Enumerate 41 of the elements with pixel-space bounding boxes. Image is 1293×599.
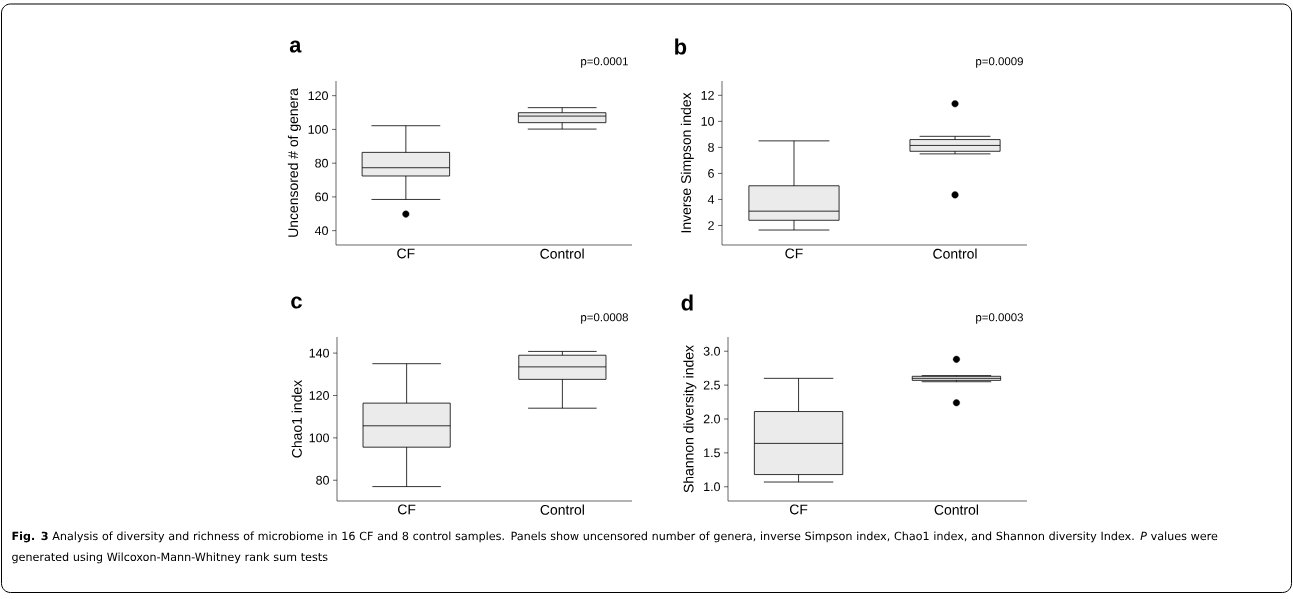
y-axis-title: Chao1 index [291, 380, 302, 458]
y-tick-label: 12 [701, 90, 714, 100]
y-tick-label: 3.0 [703, 346, 720, 356]
y-tick-label: 1.5 [704, 448, 720, 458]
y-tick-label: 140 [309, 348, 329, 358]
y-tick-label: 120 [309, 391, 329, 400]
chart-title: b [675, 38, 687, 55]
x-tick-label: Control [540, 248, 584, 259]
text: p=0.0009 [976, 57, 1023, 68]
y-tick-label: 2.0 [703, 414, 720, 424]
y-tick-label: 100 [309, 433, 329, 443]
y-tick-label: 4 [707, 195, 715, 204]
text: p=0.0003 [976, 313, 1023, 324]
y-tick-label: 60 [315, 192, 328, 202]
x-tick-label: CF [397, 248, 415, 259]
y-tick-label: 8 [708, 142, 714, 152]
text: Fig. 3 Analysis of diversity and richness of microbiome in 16 CF and 8 control samples. Panels show uncensored number of genera, inverse Simpson index, Chao1 index, and Shannon diversity Index. P values were generated using Wilcoxon-Mann-Whitney rank sum tests [12, 531, 1218, 564]
y-tick-label: 1.0 [704, 482, 720, 492]
x-tick-label: CF [398, 504, 416, 515]
text: p=0.0001 [581, 57, 628, 68]
y-tick-label: 80 [316, 475, 329, 485]
chart-title: c [291, 296, 302, 309]
y-axis-title: Inverse Simpson index [680, 92, 694, 233]
chart-title: a [289, 40, 302, 53]
x-tick-label: CF [789, 504, 808, 515]
x-tick-label: CF [785, 248, 803, 259]
y-tick-label: 2.5 [703, 380, 720, 390]
y-axis-title: Uncensored # of genera [287, 88, 301, 237]
y-tick-label: 10 [701, 116, 714, 126]
text: p=0.0008 [581, 313, 628, 324]
y-tick-label: 2 [708, 221, 714, 230]
chart-title: d [681, 294, 693, 311]
y-axis-title: Shannon diversity index [683, 345, 697, 493]
y-tick-label: 40 [314, 226, 328, 236]
x-tick-label: Control [933, 248, 977, 259]
y-tick-label: 6 [708, 169, 714, 178]
x-tick-label: Control [934, 504, 978, 515]
y-tick-label: 100 [308, 125, 328, 134]
y-tick-label: 120 [308, 91, 328, 101]
y-tick-label: 80 [315, 158, 328, 168]
x-tick-label: Control [540, 504, 584, 515]
